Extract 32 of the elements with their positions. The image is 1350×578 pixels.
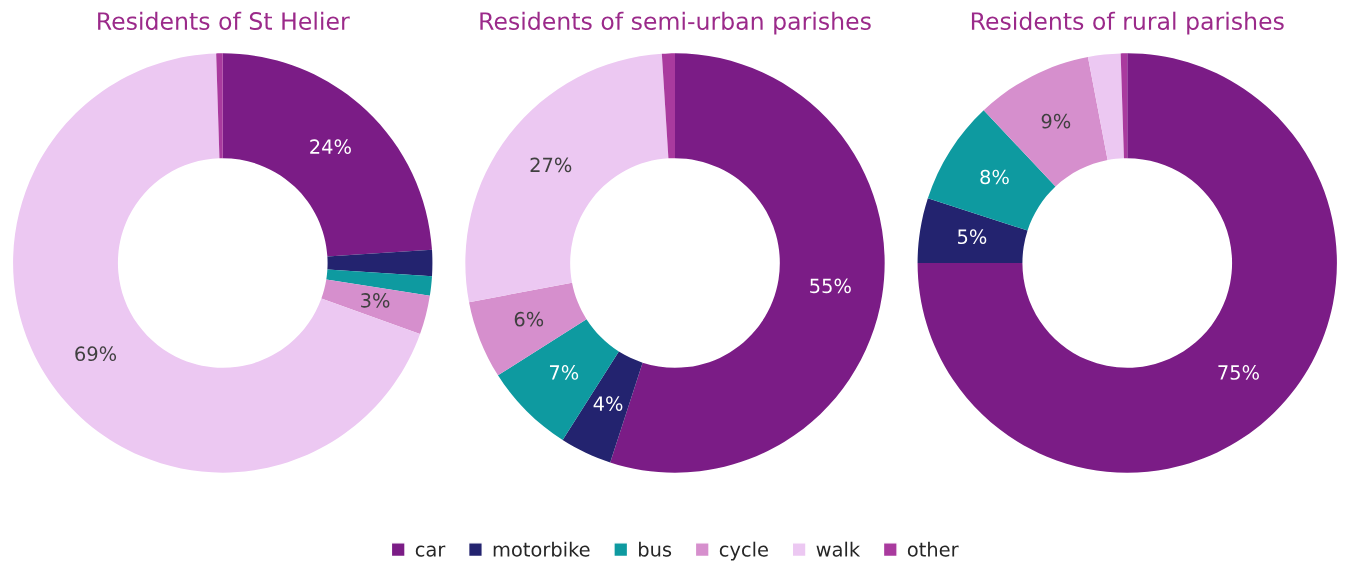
chart-title: Residents of rural parishes [971, 11, 1284, 35]
data-label: 9% [1041, 113, 1071, 129]
donut-slice [1087, 53, 1124, 161]
data-label: 7% [549, 365, 579, 380]
data-label: 69% [75, 346, 117, 362]
chart-title: Residents of St Helier [98, 11, 350, 30]
donut-slice [917, 53, 1337, 473]
data-label: 75% [1218, 365, 1259, 380]
donut-slice [13, 53, 421, 473]
legend-label: other [907, 541, 959, 557]
legend-label: motorbike [493, 541, 590, 557]
data-label: 6% [514, 311, 544, 327]
donut-slice [465, 53, 669, 303]
donut-slice [917, 198, 1028, 263]
data-label: 4% [593, 396, 623, 411]
donut-slice [661, 53, 675, 159]
data-label: 55% [810, 278, 851, 294]
donut-slice [1120, 53, 1128, 159]
legend-label: cycle [719, 541, 768, 561]
donut-slice [321, 279, 430, 335]
chart-title: Residents of semi-urban parishes [480, 11, 871, 35]
legend-label: car [415, 545, 446, 557]
data-label: 3% [361, 293, 390, 308]
data-label: 5% [958, 229, 987, 245]
donut-slice [327, 249, 433, 277]
data-label: 8% [980, 169, 1009, 185]
donut-slice [222, 53, 432, 257]
legend-label: bus [639, 541, 672, 557]
data-label: 27% [530, 157, 572, 173]
legend-label: walk [816, 541, 861, 557]
data-label: 24% [310, 139, 351, 154]
donut-slice [216, 53, 223, 159]
